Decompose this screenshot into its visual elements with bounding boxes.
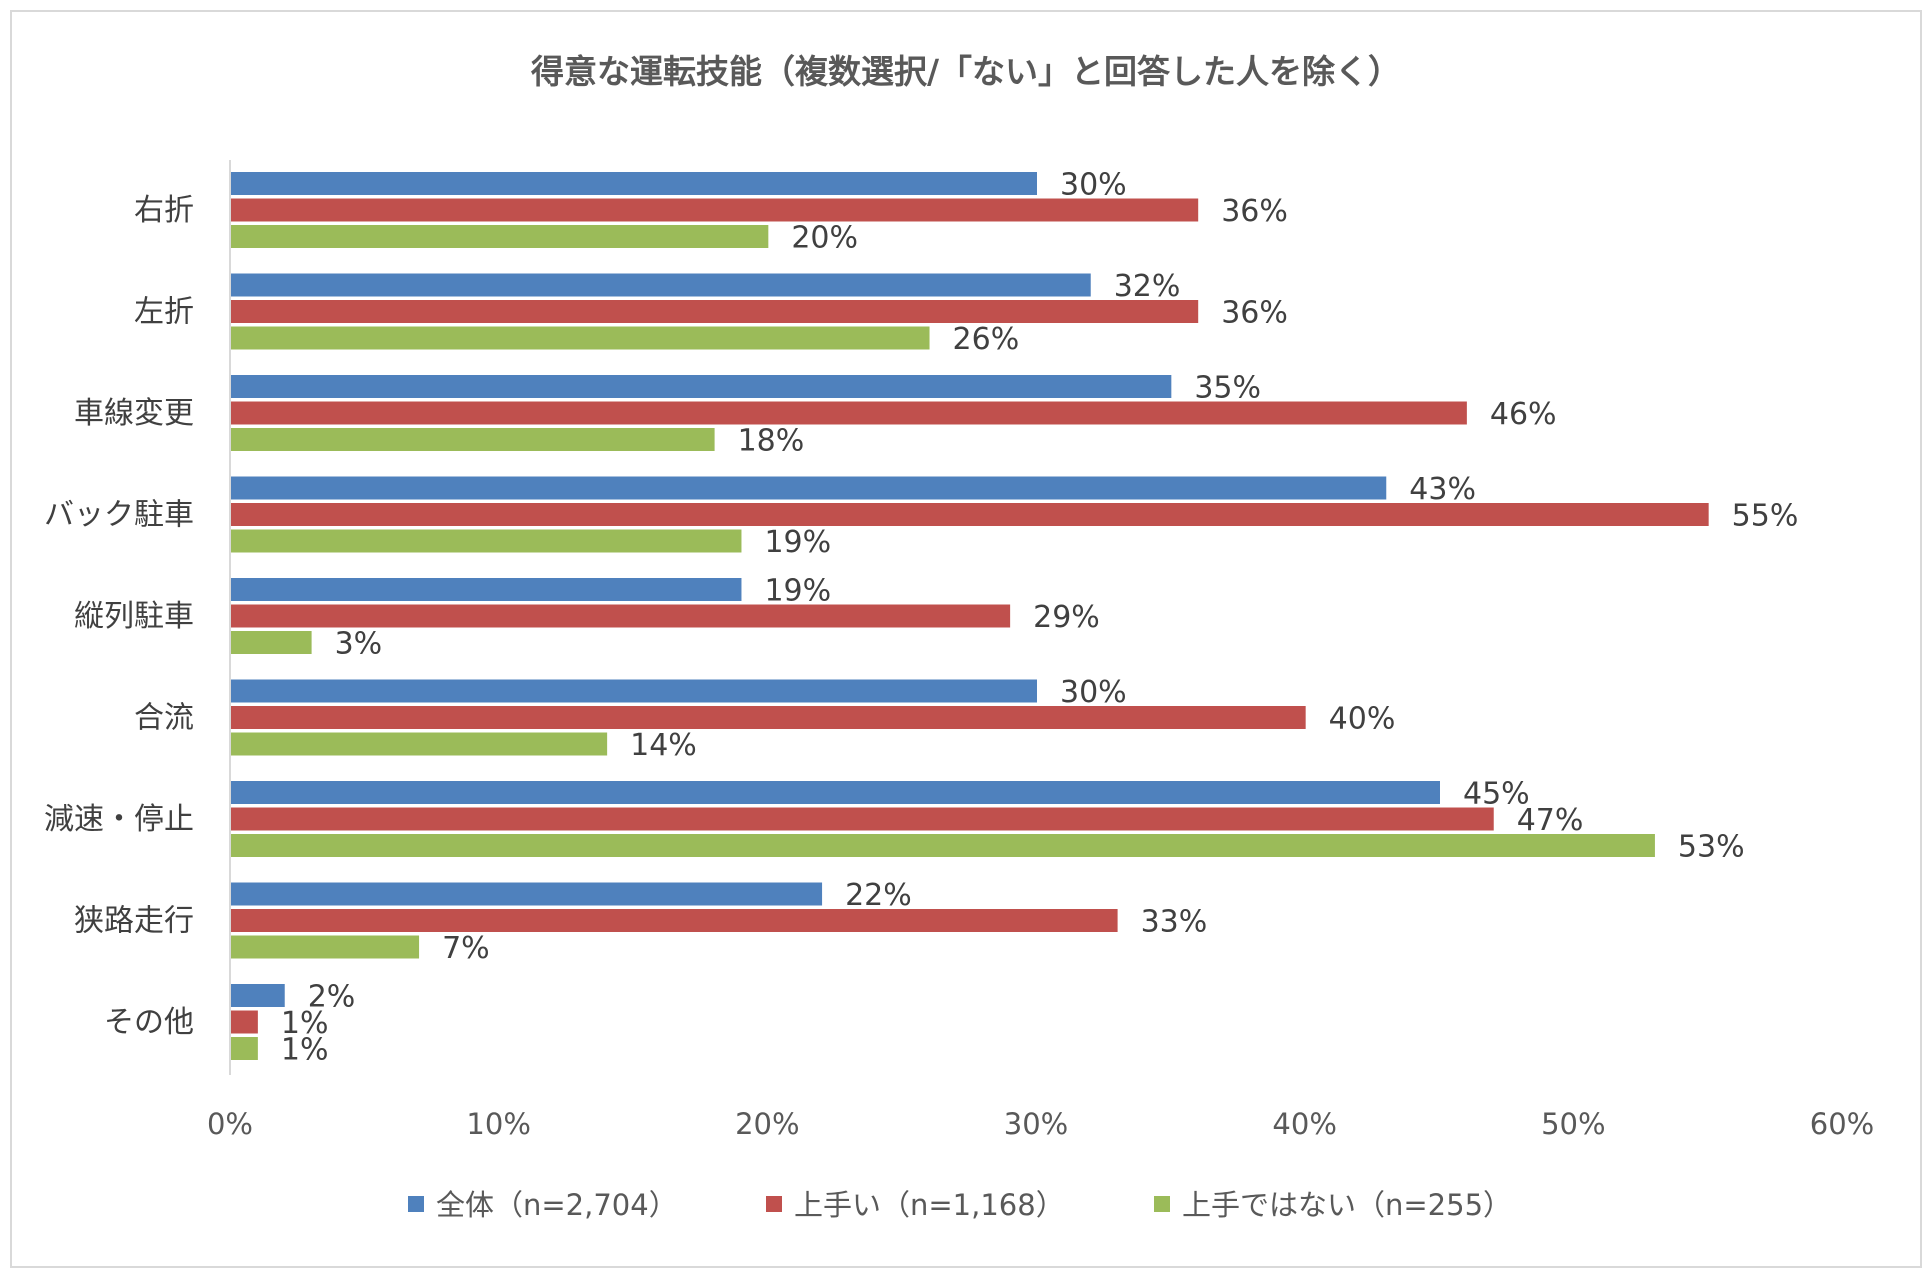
data-label-s0-c7: 22% <box>845 878 912 913</box>
category-label-8: その他 <box>104 1005 194 1040</box>
data-label-s2-c8: 1% <box>281 1033 329 1068</box>
data-label-s0-c2: 35% <box>1194 371 1261 406</box>
bar-s1-c3 <box>231 503 1709 526</box>
data-label-s2-c0: 20% <box>791 221 858 256</box>
category-label-2: 車線変更 <box>74 396 194 431</box>
legend-label-0: 全体（n=2,704） <box>436 1188 678 1222</box>
bar-s0-c6 <box>231 781 1440 804</box>
data-label-s0-c5: 30% <box>1060 675 1127 710</box>
data-label-s2-c6: 53% <box>1678 830 1745 865</box>
bar-s2-c5 <box>231 732 608 756</box>
bar-s2-c1 <box>231 326 930 350</box>
chart-title: 得意な運転技能（複数選択/「ない」と回答した人を除く） <box>530 52 1401 91</box>
category-label-1: 左折 <box>134 295 194 330</box>
bar-s2-c3 <box>231 529 742 553</box>
bar-s1-c1 <box>231 300 1199 323</box>
x-tick-label-3: 30% <box>1004 1107 1068 1141</box>
bar-s0-c5 <box>231 679 1037 703</box>
data-label-s0-c1: 32% <box>1114 269 1181 304</box>
data-label-s2-c5: 14% <box>630 728 697 763</box>
bar-group-7: 22% 33% 7% <box>231 878 1207 966</box>
data-label-s0-c4: 19% <box>764 574 831 609</box>
legend-swatch-0 <box>408 1196 424 1212</box>
category-label-0: 右折 <box>134 193 194 228</box>
x-tick-label-5: 50% <box>1541 1107 1605 1141</box>
data-label-s1-c4: 29% <box>1033 600 1100 635</box>
bar-group-2: 35% 46% 18% <box>231 371 1557 459</box>
bar-s1-c0 <box>231 198 1199 222</box>
x-tick-label-6: 60% <box>1810 1107 1874 1141</box>
category-label-3: バック駐車 <box>44 498 194 533</box>
bar-s0-c7 <box>231 882 823 906</box>
bar-group-5: 30% 40% 14% <box>231 675 1395 763</box>
bar-s2-c7 <box>231 935 420 959</box>
bar-s0-c1 <box>231 273 1091 297</box>
x-tick-label-1: 10% <box>466 1107 530 1141</box>
data-label-s1-c8: 1% <box>281 1006 329 1041</box>
data-label-s2-c7: 7% <box>442 931 490 966</box>
legend-swatch-1 <box>766 1196 782 1212</box>
bar-s0-c8 <box>231 984 285 1007</box>
bar-group-0: 30% 36% 20% <box>231 168 1288 256</box>
data-label-s1-c5: 40% <box>1329 702 1396 737</box>
data-label-s0-c8: 2% <box>308 980 356 1015</box>
bar-s0-c4 <box>231 578 742 601</box>
bar-group-1: 32% 36% 26% <box>231 269 1288 357</box>
data-label-s0-c6: 45% <box>1463 777 1530 812</box>
bar-group-4: 19% 29% 3% <box>231 574 1100 662</box>
data-label-s1-c7: 33% <box>1141 905 1208 940</box>
legend-label-2: 上手ではない（n=255） <box>1182 1188 1512 1222</box>
category-label-4: 縦列駐車 <box>74 599 194 634</box>
data-label-s1-c0: 36% <box>1221 194 1288 229</box>
data-label-s2-c2: 18% <box>738 424 805 459</box>
legend-label-1: 上手い（n=1,168） <box>794 1188 1065 1222</box>
x-tick-label-4: 40% <box>1272 1107 1336 1141</box>
bar-s0-c0 <box>231 172 1037 195</box>
category-label-5: 合流 <box>134 701 194 736</box>
bar-s1-c8 <box>231 1010 258 1034</box>
bar-s1-c7 <box>231 909 1118 932</box>
bar-s0-c2 <box>231 375 1172 398</box>
bar-s1-c4 <box>231 604 1011 628</box>
bar-s1-c5 <box>231 706 1306 729</box>
data-label-s0-c3: 43% <box>1409 472 1476 507</box>
bar-s2-c4 <box>231 631 312 654</box>
data-label-s1-c1: 36% <box>1221 296 1288 331</box>
bar-group-3: 43% 55% 19% <box>231 472 1798 560</box>
bar-s0-c3 <box>231 476 1387 500</box>
legend-swatch-2 <box>1154 1196 1170 1212</box>
bar-s2-c2 <box>231 428 715 451</box>
x-tick-label-0: 0% <box>207 1107 253 1141</box>
x-tick-label-2: 20% <box>735 1107 799 1141</box>
category-label-6: 減速・停止 <box>44 802 194 837</box>
category-label-7: 狭路走行 <box>74 904 194 939</box>
data-label-s2-c4: 3% <box>335 627 383 662</box>
data-label-s2-c1: 26% <box>953 322 1020 357</box>
data-label-s1-c2: 46% <box>1490 397 1557 432</box>
bar-s2-c0 <box>231 225 769 248</box>
bar-s2-c6 <box>231 834 1655 857</box>
data-label-s1-c6: 47% <box>1517 803 1584 838</box>
bar-s1-c6 <box>231 807 1494 831</box>
data-label-s2-c3: 19% <box>764 525 831 560</box>
bar-group-6: 45%47% 53% <box>231 777 1745 865</box>
data-label-s0-c0: 30% <box>1060 168 1127 203</box>
bar-s2-c8 <box>231 1037 258 1060</box>
bar-group-8: 2%1%1% <box>231 980 355 1068</box>
data-label-s1-c3: 55% <box>1732 499 1799 534</box>
bar-s1-c2 <box>231 401 1467 425</box>
